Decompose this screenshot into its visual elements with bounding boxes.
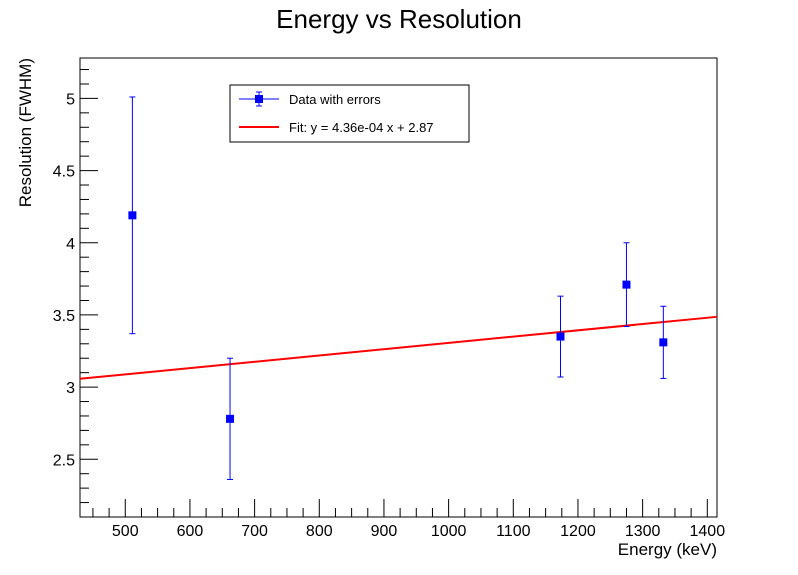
- y-axis-label: Resolution (FWHM): [16, 58, 35, 207]
- data-point: [226, 414, 235, 423]
- data-point: [128, 211, 137, 220]
- x-tick-label: 700: [241, 523, 268, 540]
- x-tick-label: 800: [306, 523, 333, 540]
- legend: Data with errors Fit: y = 4.36e-04 x + 2…: [229, 84, 470, 143]
- x-tick-label: 1300: [625, 523, 661, 540]
- plot-frame: [79, 57, 718, 518]
- chart-title: Energy vs Resolution: [276, 4, 522, 34]
- legend-fit-label: Fit: y = 4.36e-04 x + 2.87: [289, 120, 434, 135]
- x-axis: 500 600 700 800 900 1000 1100 1200 1300 1400: [92, 499, 726, 540]
- legend-data-label: Data with errors: [289, 92, 381, 107]
- y-axis: 2.5 3 3.5 4 4.5 5: [53, 69, 98, 504]
- y-tick-label: 2.5: [53, 452, 75, 469]
- y-tick-label: 3: [66, 380, 75, 397]
- y-tick-label: 4.5: [53, 164, 75, 181]
- points-layer: [128, 96, 668, 480]
- y-tick-label: 3.5: [53, 308, 75, 325]
- y-tick-label: 5: [66, 91, 75, 108]
- x-tick-label: 600: [177, 523, 204, 540]
- x-tick-label: 1000: [431, 523, 467, 540]
- legend-box: [229, 84, 470, 143]
- data-point: [622, 280, 631, 289]
- fit-layer: [79, 315, 718, 380]
- data-point: [556, 332, 565, 341]
- x-tick-label: 1400: [690, 523, 726, 540]
- x-tick-label: 1100: [496, 523, 531, 540]
- x-tick-label: 500: [112, 523, 139, 540]
- legend-data-marker: [255, 95, 263, 103]
- x-tick-label: 1200: [560, 523, 596, 540]
- data-point: [659, 338, 668, 347]
- fit-line: [79, 315, 718, 380]
- x-tick-label: 900: [371, 523, 398, 540]
- x-axis-label: Energy (keV): [618, 540, 717, 559]
- y-tick-label: 4: [66, 236, 75, 253]
